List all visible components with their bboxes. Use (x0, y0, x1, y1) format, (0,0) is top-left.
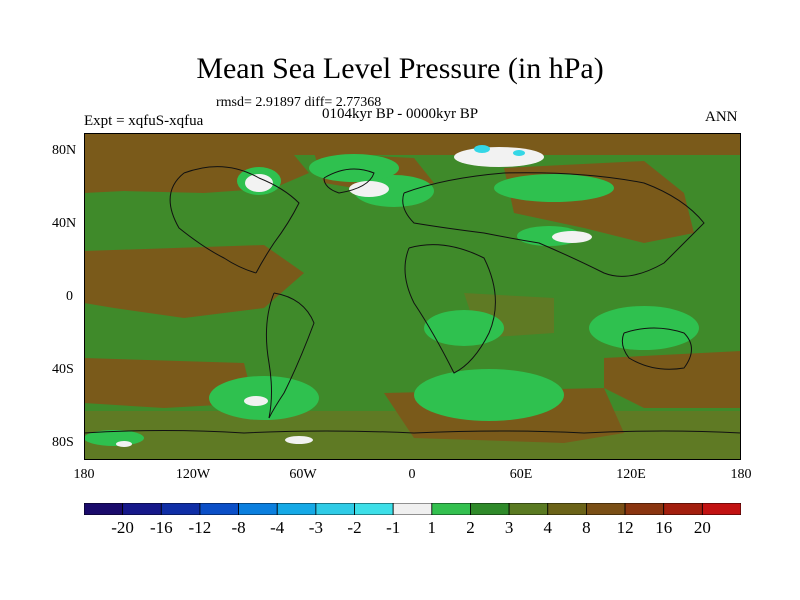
coastlines (84, 166, 741, 434)
australia-coast (621, 327, 692, 370)
colorbar-box (586, 503, 626, 515)
south-america-coast (268, 292, 315, 419)
colorbar-box (547, 503, 587, 515)
colorbar-label: -20 (111, 518, 134, 537)
colorbar-boxes (84, 503, 741, 515)
lon-label-60e: 60E (509, 467, 533, 482)
stats-text: rmsd= 2.91897 diff= 2.77368 (216, 95, 382, 110)
colorbar-box (354, 503, 394, 515)
colorbar-label: -2 (347, 518, 362, 537)
colorbar-box (238, 503, 278, 515)
north-america-west-coast (169, 172, 257, 274)
colorbar-label: 12 (616, 518, 634, 537)
lon-label-120w: 120W (175, 467, 211, 482)
lon-label-180w: 180 (73, 467, 95, 482)
lon-label-120e: 120E (616, 467, 646, 482)
greenland-coast (323, 168, 375, 194)
colorbar-label: 1 (427, 518, 437, 537)
experiment-label: Expt = xqfuS-xqfua (84, 113, 204, 129)
colorbar-box (392, 503, 433, 515)
colorbar-label: 4 (543, 518, 553, 537)
colorbar-label: -4 (270, 518, 285, 537)
colorbar-box (431, 503, 471, 515)
colorbar-label: -16 (149, 518, 173, 537)
lat-label-80s: 80S (52, 435, 74, 450)
colorbar-label: -1 (386, 518, 401, 537)
lon-label-0: 0 (408, 467, 416, 482)
colorbar-label: -8 (231, 518, 246, 537)
africa-coast (404, 244, 496, 374)
colorbar-box (470, 503, 510, 515)
lat-label-40s: 40S (52, 362, 74, 377)
lat-label-80n: 80N (52, 143, 77, 158)
colorbar-box (160, 503, 201, 515)
map-frame (84, 133, 741, 460)
eurasia-coast (402, 172, 705, 277)
colorbar-label: -3 (308, 518, 323, 537)
colorbar-box (315, 503, 355, 515)
colorbar-box (624, 503, 665, 515)
colorbar-box (84, 503, 124, 515)
lat-label-40n: 40N (52, 216, 77, 231)
north-america-coast (183, 166, 300, 274)
colorbar-label: -12 (188, 518, 212, 537)
colorbar-label: 8 (582, 518, 591, 537)
lon-label-60w: 60W (289, 467, 317, 482)
colorbar-label: 16 (655, 518, 673, 537)
colorbar-box (663, 503, 703, 515)
colorbar (84, 503, 741, 515)
lon-label-180e: 180 (730, 467, 752, 482)
colorbar-box (199, 503, 239, 515)
light-green-regions (84, 154, 699, 446)
colorbar-box (276, 503, 317, 515)
south-america-west-coast (265, 292, 275, 419)
lat-label-0: 0 (66, 289, 73, 304)
chart-title: Mean Sea Level Pressure (in hPa) (196, 52, 604, 85)
map-plot (84, 133, 741, 460)
antarctica-coast (84, 430, 741, 434)
colorbar-box (508, 503, 549, 515)
colorbar-label: 2 (466, 518, 475, 537)
colorbar-label: 3 (504, 518, 514, 537)
colorbar-label: 20 (693, 518, 711, 537)
season-label: ANN (705, 109, 738, 125)
colorbar-box (701, 503, 741, 515)
white-regions (116, 145, 592, 447)
period-text: 0104kyr BP - 0000kyr BP (322, 106, 479, 122)
colorbar-box (122, 503, 162, 515)
